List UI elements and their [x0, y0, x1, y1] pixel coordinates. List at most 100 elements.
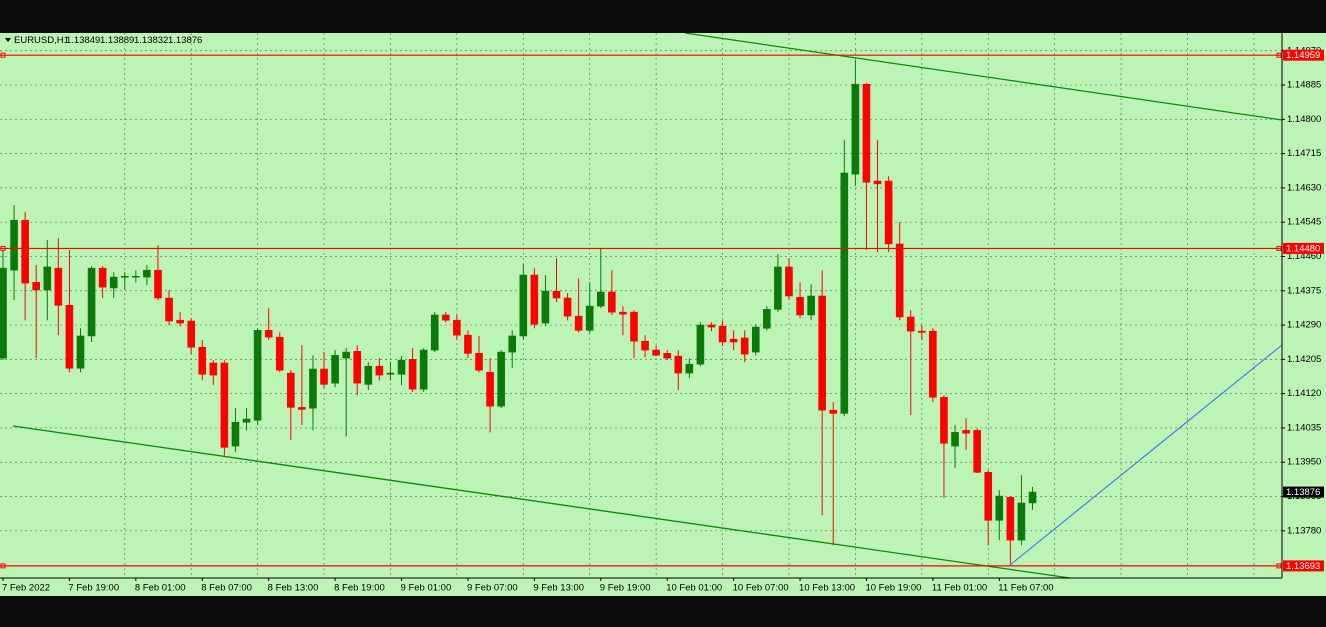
candle-body — [430, 314, 439, 351]
candle-body — [109, 276, 118, 289]
candle-body — [962, 430, 970, 434]
candle-body — [973, 430, 981, 473]
y-tick-label: 1.14375 — [1287, 285, 1321, 296]
y-tick-label: 1.13950 — [1287, 457, 1321, 468]
candle-body — [331, 355, 339, 384]
candle-body — [951, 432, 959, 447]
x-tick-label: 7 Feb 2022 — [2, 583, 50, 594]
candle-body — [729, 338, 738, 343]
candle-body — [408, 359, 417, 390]
level-label: 1.13693 — [1286, 561, 1320, 572]
candle-body — [143, 269, 151, 278]
candle-body — [120, 275, 129, 278]
x-tick-label: 8 Feb 19:00 — [334, 583, 385, 594]
candle-body — [541, 290, 550, 324]
trend-line — [684, 33, 1282, 121]
candle-body — [508, 335, 517, 353]
y-tick-label: 1.14205 — [1287, 354, 1321, 365]
trend-lines — [12, 33, 1282, 578]
x-tick-label: 11 Feb 01:00 — [932, 583, 987, 594]
header-close: 1.13876 — [168, 35, 202, 46]
candle-body — [65, 304, 74, 369]
candle-body — [475, 353, 483, 371]
candle-body — [486, 371, 494, 407]
x-tick-label: 10 Feb 01:00 — [666, 583, 722, 594]
level-anchor — [1276, 245, 1282, 251]
candle-body — [807, 295, 815, 316]
level-label: 1.14480 — [1286, 243, 1320, 254]
candle-body — [220, 362, 229, 448]
price-label: 1.13876 — [1286, 487, 1320, 498]
x-tick-label: 9 Feb 13:00 — [533, 583, 584, 594]
candle-body — [397, 359, 406, 375]
candle-body — [818, 295, 826, 411]
y-tick-label: 1.14290 — [1287, 320, 1321, 331]
header: EURUSD,H1 1.13849 1.13889 1.13832 1.1387… — [5, 35, 202, 46]
candle-body — [253, 330, 262, 421]
level-label: 1.14959 — [1286, 50, 1320, 61]
candle-body — [785, 266, 793, 297]
candle-body — [763, 309, 771, 329]
candle-body — [10, 219, 18, 271]
candle-body — [198, 346, 207, 375]
candle-body — [674, 355, 683, 374]
candle-body — [851, 83, 860, 175]
level-anchor — [0, 563, 6, 569]
candle-body — [718, 325, 727, 343]
candle-body — [906, 316, 915, 332]
menu-arrow — [5, 38, 11, 42]
y-tick-label: 1.14545 — [1287, 217, 1321, 228]
candle-body — [995, 495, 1004, 521]
candle-body — [740, 337, 749, 355]
candle-body — [298, 407, 306, 410]
candle-body — [43, 266, 52, 291]
y-tick-label: 1.14715 — [1287, 148, 1321, 159]
header-open: 1.13849 — [66, 35, 100, 46]
x-tick-label: 9 Feb 19:00 — [600, 583, 651, 594]
x-tick-label: 10 Feb 13:00 — [799, 583, 855, 594]
y-tick-label: 1.14120 — [1287, 388, 1321, 399]
candle-body — [453, 319, 461, 336]
y-tick-label: 1.13780 — [1287, 525, 1321, 536]
candle-body — [320, 368, 328, 385]
level-label-box — [1283, 560, 1324, 572]
bottom-bar — [0, 597, 1326, 627]
candle-body — [663, 353, 672, 359]
candle-body — [884, 180, 893, 245]
candle-body — [552, 290, 561, 299]
x-tick-label: 8 Feb 13:00 — [268, 583, 319, 594]
candle-body — [87, 267, 96, 337]
x-tick-label: 10 Feb 19:00 — [865, 583, 921, 594]
candle-body — [696, 324, 705, 365]
candle-body — [574, 315, 583, 331]
candle-body — [353, 350, 362, 384]
candle-body — [231, 421, 240, 447]
trend-line — [1009, 344, 1282, 566]
candle-body — [1006, 497, 1015, 541]
candle-body — [751, 326, 760, 353]
candle-body — [1028, 491, 1037, 504]
candles — [0, 60, 1037, 566]
candle-body — [364, 365, 373, 385]
symbol: EURUSD,H1 — [14, 35, 69, 46]
candle-body — [707, 324, 716, 328]
candle-body — [275, 336, 284, 371]
candle-body — [630, 311, 638, 342]
candle-body — [497, 351, 505, 407]
candle-body — [375, 365, 384, 376]
x-tick-label: 9 Feb 01:00 — [401, 583, 452, 594]
x-tick-label: 11 Feb 07:00 — [998, 583, 1053, 594]
grid — [0, 33, 1282, 578]
candle-body — [840, 172, 849, 414]
candle-body — [652, 349, 660, 356]
candle-body — [386, 372, 395, 375]
header-high: 1.13889 — [100, 35, 134, 46]
top-bar — [0, 0, 1326, 33]
candle-body — [132, 275, 140, 278]
candle-body — [774, 266, 782, 310]
level-anchor — [0, 245, 6, 251]
y-tick-label: 1.14460 — [1287, 251, 1321, 262]
candle-body — [685, 363, 694, 374]
